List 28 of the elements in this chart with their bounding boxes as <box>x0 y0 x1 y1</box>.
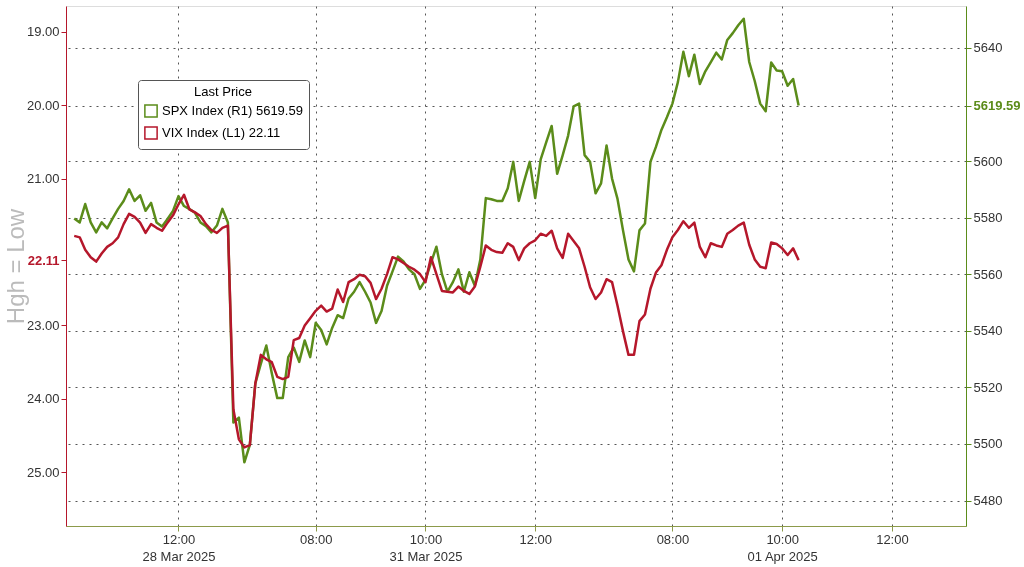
y-tick-label: 23.00 <box>26 317 60 333</box>
y2-tick-label: 5600 <box>973 153 1003 169</box>
x-tick-label: 12:00 <box>876 531 909 547</box>
legend-title: Last Price <box>194 84 252 99</box>
x-tick-label: 08:00 <box>656 531 690 547</box>
y2-tick-label: 5480 <box>973 493 1003 509</box>
y-tick-label: 19.00 <box>26 24 60 40</box>
legend-label: VIX Index (L1) 22.11 <box>162 125 281 140</box>
y2-tick-label: 5640 <box>973 40 1003 56</box>
x-tick-label: 10:00 31 Mar 2025 <box>389 531 463 564</box>
legend-label: SPX Index (R1) 5619.59 <box>162 103 303 118</box>
x-tick-label: 08:00 <box>299 531 333 547</box>
x-tick-label: 12:00 <box>519 531 552 547</box>
y-axis-title: Hgh = Low <box>1 208 29 325</box>
y2-tick-label: 5580 <box>973 210 1003 226</box>
y-tick-label: 24.00 <box>26 391 60 407</box>
y-tick-label: 25.00 <box>26 464 60 480</box>
y2-tick-label: 5520 <box>973 379 1003 395</box>
y-tick-label: 22.11 <box>27 252 60 268</box>
y2-tick-label: 5619.59 <box>973 98 1021 114</box>
y-tick-label: 20.00 <box>26 97 60 113</box>
y2-tick-label: 5560 <box>973 266 1003 282</box>
line-series <box>72 193 800 449</box>
y2-tick-label: 5540 <box>973 323 1003 339</box>
y-tick-label: 21.00 <box>26 171 60 187</box>
x-tick-label: 10:00 01 Apr 2025 <box>747 531 818 564</box>
y2-tick-label: 5500 <box>973 436 1003 452</box>
x-tick-label: 12:00 28 Mar 2025 <box>142 531 216 564</box>
